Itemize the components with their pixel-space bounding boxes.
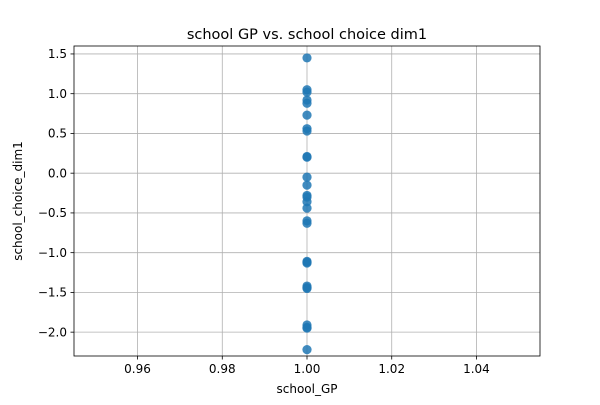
y-tick-label: −2.0 bbox=[38, 325, 67, 339]
data-point bbox=[302, 258, 312, 268]
x-axis-label: school_GP bbox=[276, 382, 337, 396]
data-point bbox=[302, 203, 312, 213]
data-point bbox=[302, 172, 312, 182]
data-points bbox=[302, 53, 312, 355]
data-point bbox=[302, 323, 312, 333]
data-point bbox=[302, 345, 312, 355]
x-tick-label: 0.96 bbox=[124, 362, 151, 376]
data-point bbox=[302, 53, 312, 63]
chart-title: school GP vs. school choice dim1 bbox=[187, 27, 427, 43]
y-tick-label: −0.5 bbox=[38, 206, 67, 220]
y-tick-label: −1.0 bbox=[38, 246, 67, 260]
data-point bbox=[302, 283, 312, 294]
y-tick-label: 0.5 bbox=[48, 127, 67, 141]
data-point bbox=[302, 197, 312, 207]
y-axis-label: school_choice_dim1 bbox=[11, 141, 25, 261]
x-tick-label: 1.00 bbox=[294, 362, 321, 376]
data-point bbox=[302, 180, 312, 190]
x-tick-label: 1.04 bbox=[463, 362, 490, 376]
data-point bbox=[302, 98, 312, 108]
axis-ticks: 0.96 0.98 1.00 1.02 1.04 −2.0 −1.5 −1.0 −0.5 0.0 0… bbox=[38, 47, 490, 376]
data-point bbox=[302, 218, 312, 228]
y-tick-label: 1.0 bbox=[48, 87, 67, 101]
y-tick-label: −1.5 bbox=[38, 286, 67, 300]
x-tick-label: 0.98 bbox=[209, 362, 236, 376]
data-point bbox=[302, 87, 312, 97]
x-tick-label: 1.02 bbox=[378, 362, 405, 376]
data-point bbox=[302, 110, 312, 120]
y-tick-label: 1.5 bbox=[48, 47, 67, 61]
data-point bbox=[302, 152, 312, 162]
data-point bbox=[302, 126, 312, 136]
y-tick-label: 0.0 bbox=[48, 166, 67, 180]
